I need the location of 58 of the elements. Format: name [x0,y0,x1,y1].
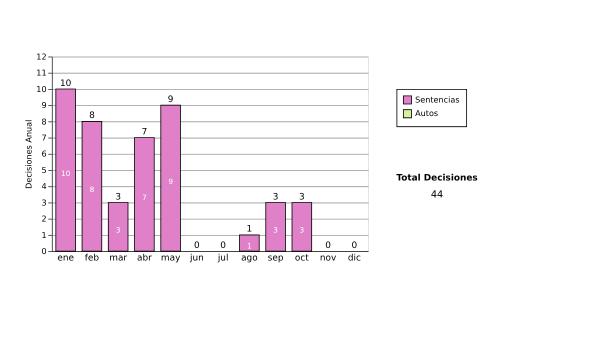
bar [55,88,76,252]
y-tick-label: 4 [41,181,47,192]
total-label: 3 [272,192,278,202]
total-label: 0 [220,240,226,251]
y-tick-label: 8 [41,116,47,126]
total-label: 10 [60,78,72,89]
total-label: 0 [351,240,358,251]
x-tick-label: ene [57,253,74,264]
x-tick-label: may [160,253,180,264]
bar [292,202,312,252]
y-tick-label: 11 [36,68,47,78]
x-tick-label: jun [188,253,204,264]
bar [108,202,128,252]
text: 44 [430,190,444,201]
x-tick-label: ago [241,253,258,264]
x-tick-label: feb [84,253,100,264]
bar [265,202,286,252]
y-tick-label: 12 [36,51,47,62]
bar [239,234,260,252]
y-tick-label: 7 [41,132,47,142]
data-label: 8 [90,184,95,194]
bar [160,104,181,252]
y-axis-title: Decisiones Anual [23,120,34,189]
data-label: 1 [247,242,252,251]
legend-label: Autos [415,108,438,118]
total-label: 3 [299,192,305,202]
text: Total Decisiones [396,174,478,184]
y-tick-label: 5 [41,164,47,175]
y-tick-label: 10 [36,84,47,94]
total-label: 7 [142,127,148,138]
total-label: 0 [194,240,200,251]
total-label: 8 [89,111,96,122]
data-label: 3 [273,226,278,235]
total-label: 1 [246,224,252,235]
y-tick-label: 3 [41,197,47,208]
total-label: 9 [168,94,174,105]
y-tick-label: 1 [41,230,47,240]
data-label: 7 [142,193,148,202]
data-label: 3 [116,226,121,235]
total-label: 0 [325,240,332,251]
data-label: 10 [61,168,71,178]
total-label: 3 [115,192,121,202]
y-tick-label: 6 [41,148,47,159]
y-tick-label: 9 [41,100,47,110]
x-tick-label: jul [216,253,228,264]
x-tick-label: abr [137,253,152,264]
legend-label: Sentencias [415,94,460,104]
x-tick-label: nov [320,253,336,264]
bar [82,121,102,252]
data-label: 9 [168,176,174,186]
x-tick-label: oct [294,253,310,264]
y-tick-label: 2 [41,214,47,224]
bar [134,137,155,252]
data-label: 3 [300,226,305,235]
x-tick-label: dic [348,253,361,264]
x-tick-label: sep [268,253,284,264]
y-tick-label: 0 [41,246,47,256]
x-tick-label: mar [109,253,128,264]
